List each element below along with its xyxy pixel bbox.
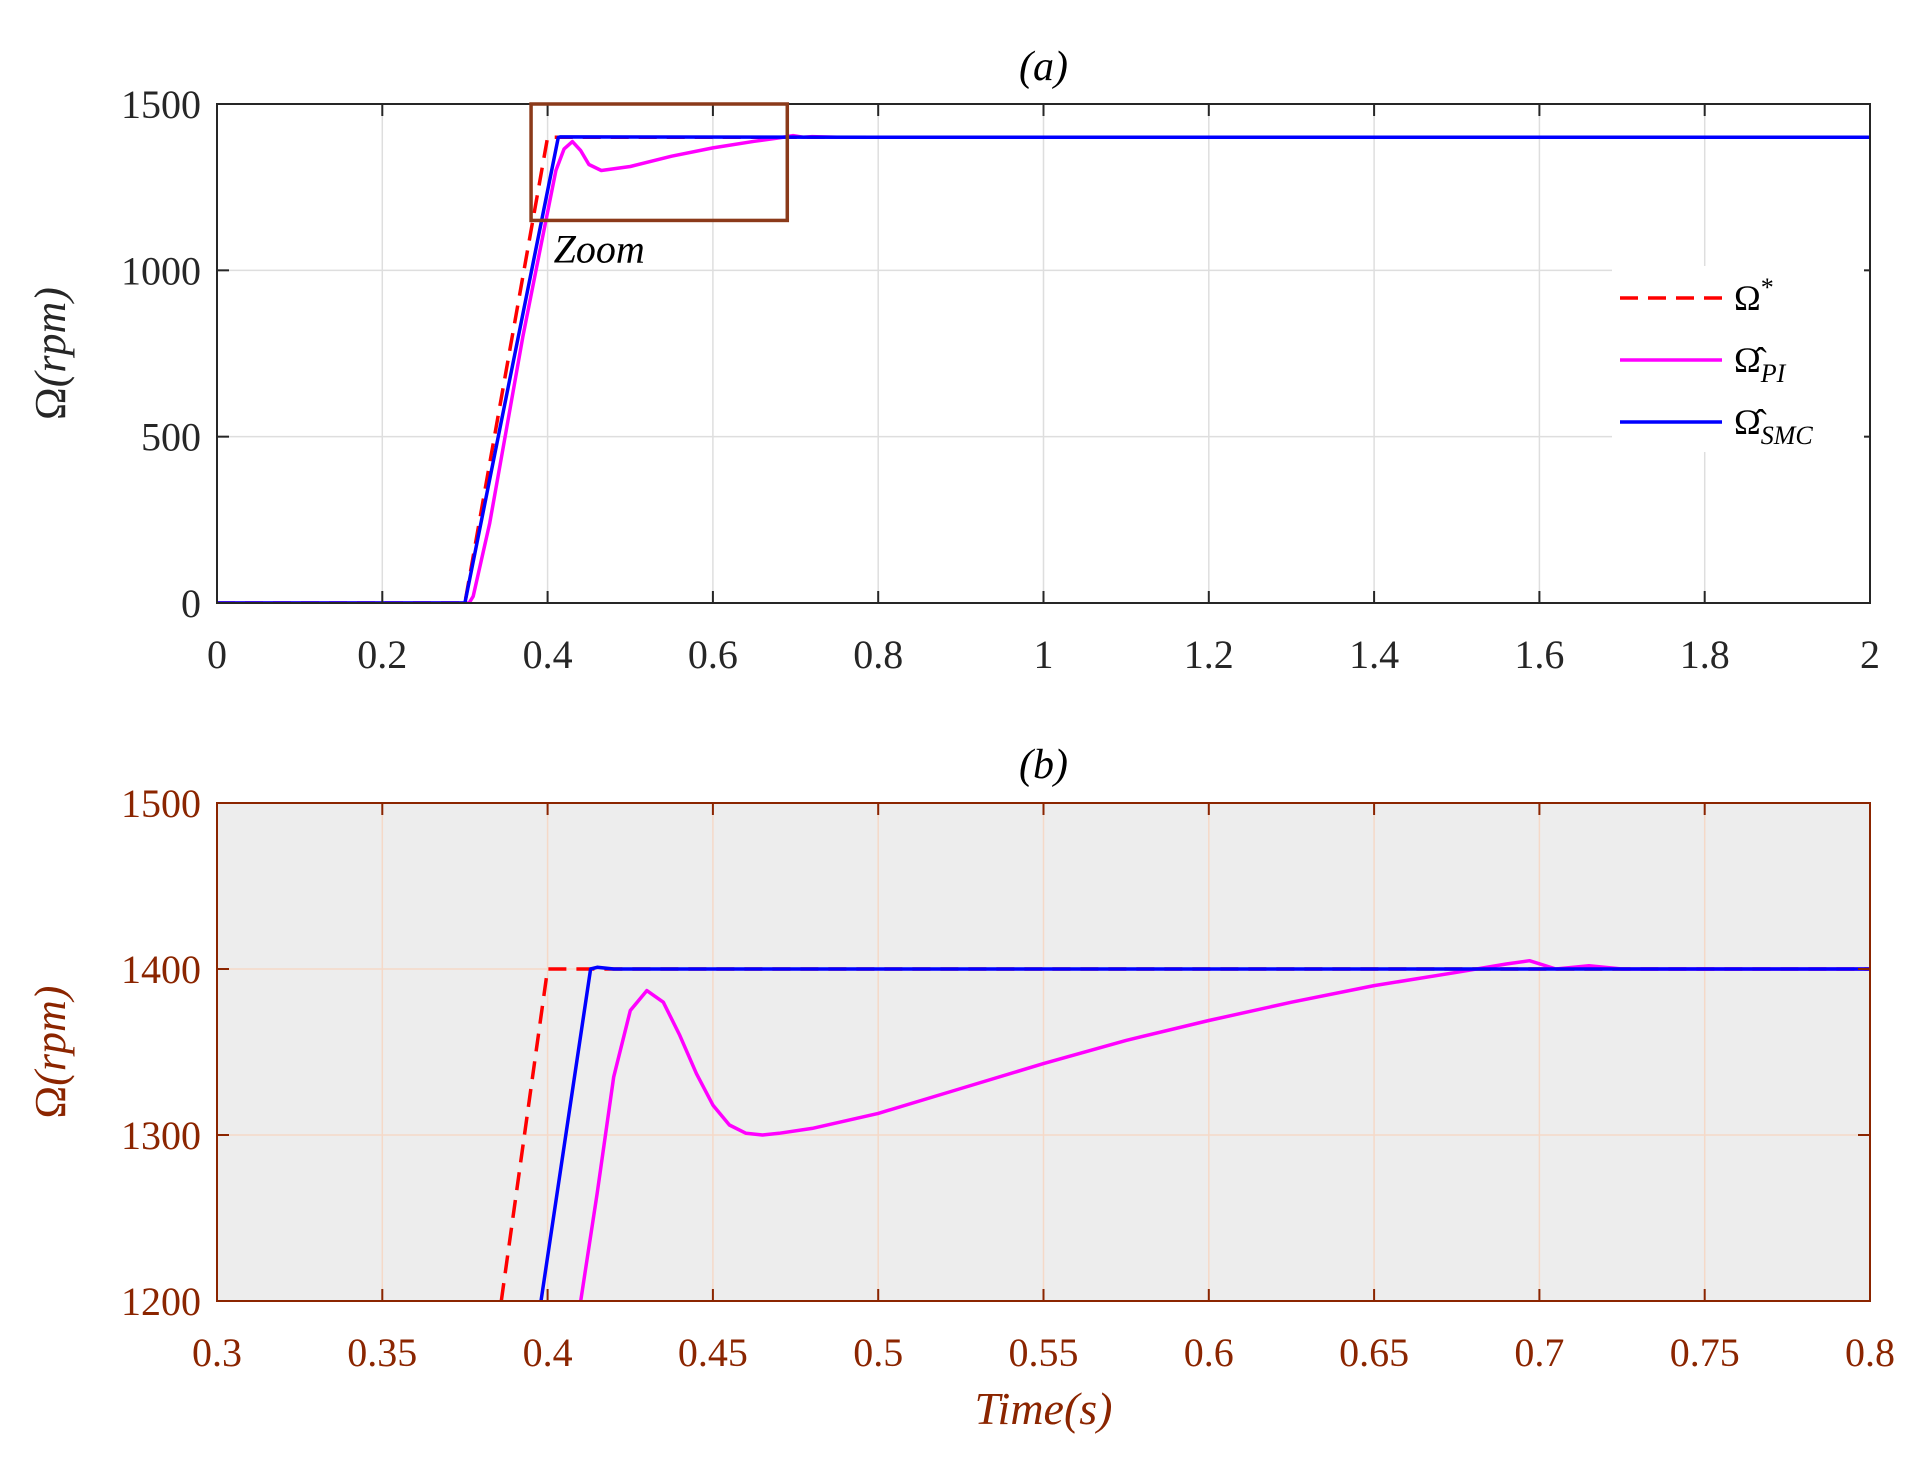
legend: Ω*Ω̂PIΩ̂SMC: [1612, 266, 1864, 452]
series-group: [499, 958, 1870, 1301]
x-tick-label: 0.8: [1845, 1330, 1895, 1375]
x-tick-label: 1.4: [1349, 632, 1399, 677]
x-tick-label: 0.35: [347, 1330, 417, 1375]
x-tick-label: 0.4: [523, 632, 573, 677]
series-line-smc: [217, 135, 1870, 603]
series-line-pi: [578, 958, 1870, 1301]
x-tick-label: 0.7: [1514, 1330, 1564, 1375]
legend-label: Ω*: [1734, 273, 1774, 318]
panel-title: (b): [1019, 742, 1068, 788]
x-tick-label: 0.8: [853, 632, 903, 677]
panel-b: 0.3 0.35 0.4 0.45 0.5 0.55 0.6 0.65 0.7 0.75 0.8 12…: [26, 742, 1895, 1434]
panel-a: 0 0.2 0.4 0.6 0.8 1 1.2 1.4 1.6 1.8 2 0 500 1000 1500 (…: [26, 44, 1880, 677]
x-tick-label: 0.6: [688, 632, 738, 677]
x-tick-label: 0.6: [1184, 1330, 1234, 1375]
x-tick-label: 2: [1860, 632, 1880, 677]
series-line-smc: [539, 965, 1870, 1301]
y-tick-label: 1000: [121, 248, 201, 293]
series-group: [217, 133, 1870, 603]
x-tick-label: 0.4: [523, 1330, 573, 1375]
x-tick-label: 1: [1034, 632, 1054, 677]
y-tick-label: 1300: [121, 1113, 201, 1158]
y-tick-label: 1500: [121, 82, 201, 127]
x-tick-label: 0.5: [853, 1330, 903, 1375]
zoom-box: [529, 102, 790, 223]
y-tick-label: 500: [141, 415, 201, 460]
x-tick-label: 1.6: [1514, 632, 1564, 677]
x-tick-label: 0.65: [1339, 1330, 1409, 1375]
y-tick-label: 1500: [121, 781, 201, 826]
panel-title: (a): [1019, 44, 1068, 90]
x-tick-label: 0.55: [1009, 1330, 1079, 1375]
legend-label: Ω̂SMC: [1734, 402, 1813, 450]
x-tick-label: 1.8: [1680, 632, 1730, 677]
y-axis-label: Ω(rpm): [26, 287, 75, 420]
x-tick-label: 0.3: [192, 1330, 242, 1375]
x-tick-label: 0.75: [1670, 1330, 1740, 1375]
x-tick-label: 0: [207, 632, 227, 677]
x-tick-label: 0.2: [357, 632, 407, 677]
zoom-label: Zoom: [554, 226, 645, 271]
y-tick-label: 1200: [121, 1279, 201, 1324]
y-tick-label: 1400: [121, 947, 201, 992]
y-axis-label: Ω(rpm): [26, 986, 75, 1119]
x-axis-label: Time(s): [975, 1383, 1113, 1434]
x-tick-label: 1.2: [1184, 632, 1234, 677]
x-tick-label: 0.45: [678, 1330, 748, 1375]
y-tick-label: 0: [181, 581, 201, 626]
